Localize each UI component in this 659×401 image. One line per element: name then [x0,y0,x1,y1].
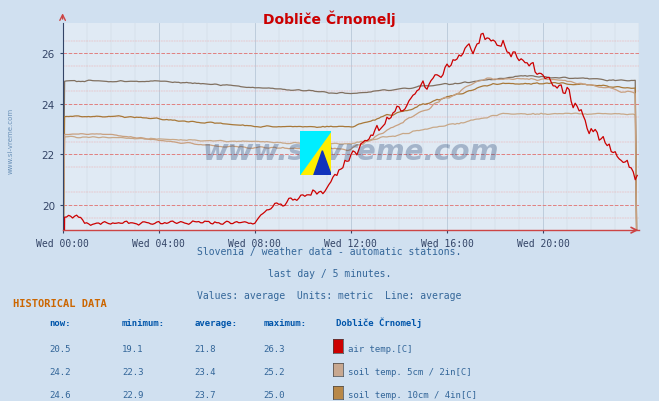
Text: Dobliče Črnomelj: Dobliče Črnomelj [263,10,396,26]
Text: www.si-vreme.com: www.si-vreme.com [8,107,14,173]
Polygon shape [300,132,331,176]
Text: 22.9: 22.9 [122,391,144,399]
Text: minimum:: minimum: [122,318,165,327]
Text: HISTORICAL DATA: HISTORICAL DATA [13,299,107,309]
Text: average:: average: [194,318,237,327]
Text: soil temp. 5cm / 2in[C]: soil temp. 5cm / 2in[C] [348,367,472,376]
Text: Slovenia / weather data - automatic stations.: Slovenia / weather data - automatic stat… [197,247,462,257]
Text: 24.2: 24.2 [49,367,71,376]
Polygon shape [300,132,331,176]
Text: 26.3: 26.3 [264,344,285,353]
Text: 21.8: 21.8 [194,344,216,353]
Text: now:: now: [49,318,71,327]
Text: 25.0: 25.0 [264,391,285,399]
Text: Values: average  Units: metric  Line: average: Values: average Units: metric Line: aver… [197,291,462,301]
Text: www.si-vreme.com: www.si-vreme.com [203,138,499,166]
Text: last day / 5 minutes.: last day / 5 minutes. [268,269,391,279]
Text: 19.1: 19.1 [122,344,144,353]
Text: 23.7: 23.7 [194,391,216,399]
Text: 25.2: 25.2 [264,367,285,376]
Text: 22.3: 22.3 [122,367,144,376]
Text: Dobliče Črnomelj: Dobliče Črnomelj [336,316,422,327]
Text: maximum:: maximum: [264,318,306,327]
Polygon shape [314,151,331,176]
Text: air temp.[C]: air temp.[C] [348,344,413,353]
Text: 20.5: 20.5 [49,344,71,353]
Text: 23.4: 23.4 [194,367,216,376]
Text: 24.6: 24.6 [49,391,71,399]
Text: soil temp. 10cm / 4in[C]: soil temp. 10cm / 4in[C] [348,391,477,399]
